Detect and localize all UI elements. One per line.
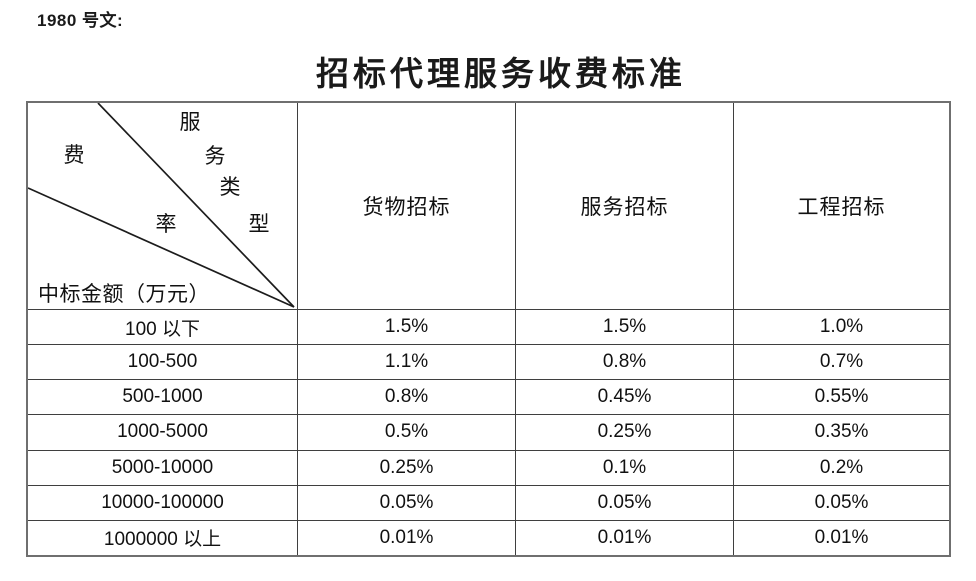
rate-engineering: 0.7% [733,345,949,380]
rate-services: 0.25% [515,415,733,450]
rate-services: 0.8% [515,345,733,380]
fee-table: 服 务 类 型 费 率 中标金额（万元） 货物招标 服务招标 工程招标 100 … [26,101,951,557]
rate-goods: 0.01% [297,520,515,555]
rate-services: 0.1% [515,450,733,485]
rate-engineering: 0.35% [733,415,949,450]
rate-services: 0.05% [515,485,733,520]
service-type-char-3: 类 [219,175,241,199]
rate-engineering: 0.2% [733,450,949,485]
service-type-char-2: 务 [204,144,226,168]
rate-goods: 0.05% [297,485,515,520]
table-body: 100 以下 1.5% 1.5% 1.0% 100-500 1.1% 0.8% … [28,309,949,555]
rate-services: 0.45% [515,380,733,415]
fee-rate-char-2: 率 [155,212,177,236]
rate-goods: 0.25% [297,450,515,485]
table-row: 100 以下 1.5% 1.5% 1.0% [28,309,949,345]
amount-range: 5000-10000 [111,456,214,478]
column-header-goods: 货物招标 [297,103,515,309]
amount-range: 1000-5000 [117,421,208,443]
amount-range: 1000000 以上 [103,529,222,551]
table-row: 10000-100000 0.05% 0.05% 0.05% [28,484,949,520]
rate-goods: 1.5% [297,310,515,345]
amount-range: 100 以下 [125,318,200,340]
table-row: 500-1000 0.8% 0.45% 0.55% [28,379,949,415]
table-row: 1000-5000 0.5% 0.25% 0.35% [28,414,949,450]
rate-goods: 0.8% [297,380,515,415]
fee-rate-char-1: 费 [63,143,85,167]
service-type-char-4: 型 [248,212,270,236]
page-title: 招标代理服务收费标准 [316,57,686,93]
rate-services: 0.01% [515,520,733,555]
diagonal-lines [28,103,295,308]
rate-engineering: 0.01% [733,520,949,555]
column-header-services: 服务招标 [515,103,733,309]
table-row: 100-500 1.1% 0.8% 0.7% [28,344,949,380]
service-type-char-1: 服 [179,110,201,134]
rate-engineering: 0.55% [733,380,949,415]
diagonal-header-cell: 服 务 类 型 费 率 中标金额（万元） [28,103,297,309]
column-header-engineering: 工程招标 [733,103,949,309]
table-row: 1000000 以上 0.01% 0.01% 0.01% [28,519,949,555]
amount-range: 10000-100000 [101,491,224,513]
table-row: 5000-10000 0.25% 0.1% 0.2% [28,449,949,485]
doc-number: 1980 号文: [37,11,124,30]
rate-services: 1.5% [515,310,733,345]
amount-range: 100-500 [127,351,198,373]
amount-axis-label: 中标金额（万元） [38,282,210,306]
amount-range: 500-1000 [122,386,203,408]
rate-engineering: 0.05% [733,485,949,520]
rate-goods: 0.5% [297,415,515,450]
rate-engineering: 1.0% [733,310,949,345]
rate-goods: 1.1% [297,345,515,380]
table-header-row: 服 务 类 型 费 率 中标金额（万元） 货物招标 服务招标 工程招标 [28,103,949,309]
